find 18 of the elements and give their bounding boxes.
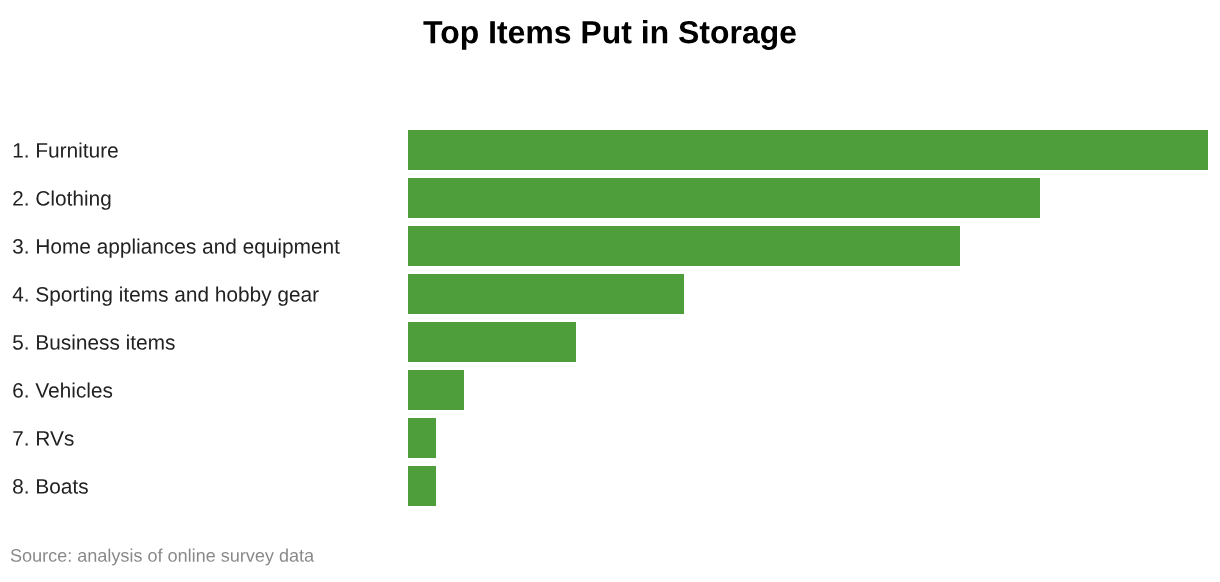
bar <box>408 370 464 410</box>
y-tick-label: 1. Furniture <box>13 142 118 158</box>
bar <box>408 226 960 266</box>
y-tick-label: 7. RVs <box>13 431 74 446</box>
y-tick-label: 6. Vehicles <box>13 382 113 398</box>
bar <box>408 178 1040 218</box>
y-tick-label: 3. Home appliances and equipment <box>12 238 340 258</box>
bar <box>408 466 436 506</box>
bar <box>408 322 576 362</box>
y-tick-label: 2. Clothing <box>13 190 111 210</box>
y-tick-label: 5. Business items <box>13 334 175 350</box>
y-tick-label: 4. Sporting items and hobby gear <box>12 286 319 306</box>
chart-title: Top Items Put in Storage <box>423 20 796 50</box>
bar <box>408 274 684 314</box>
source-note: Source: analysis of online survey data <box>10 548 315 566</box>
bar <box>408 130 1208 170</box>
bar <box>408 418 436 458</box>
y-tick-label: 8. Boats <box>13 479 88 494</box>
